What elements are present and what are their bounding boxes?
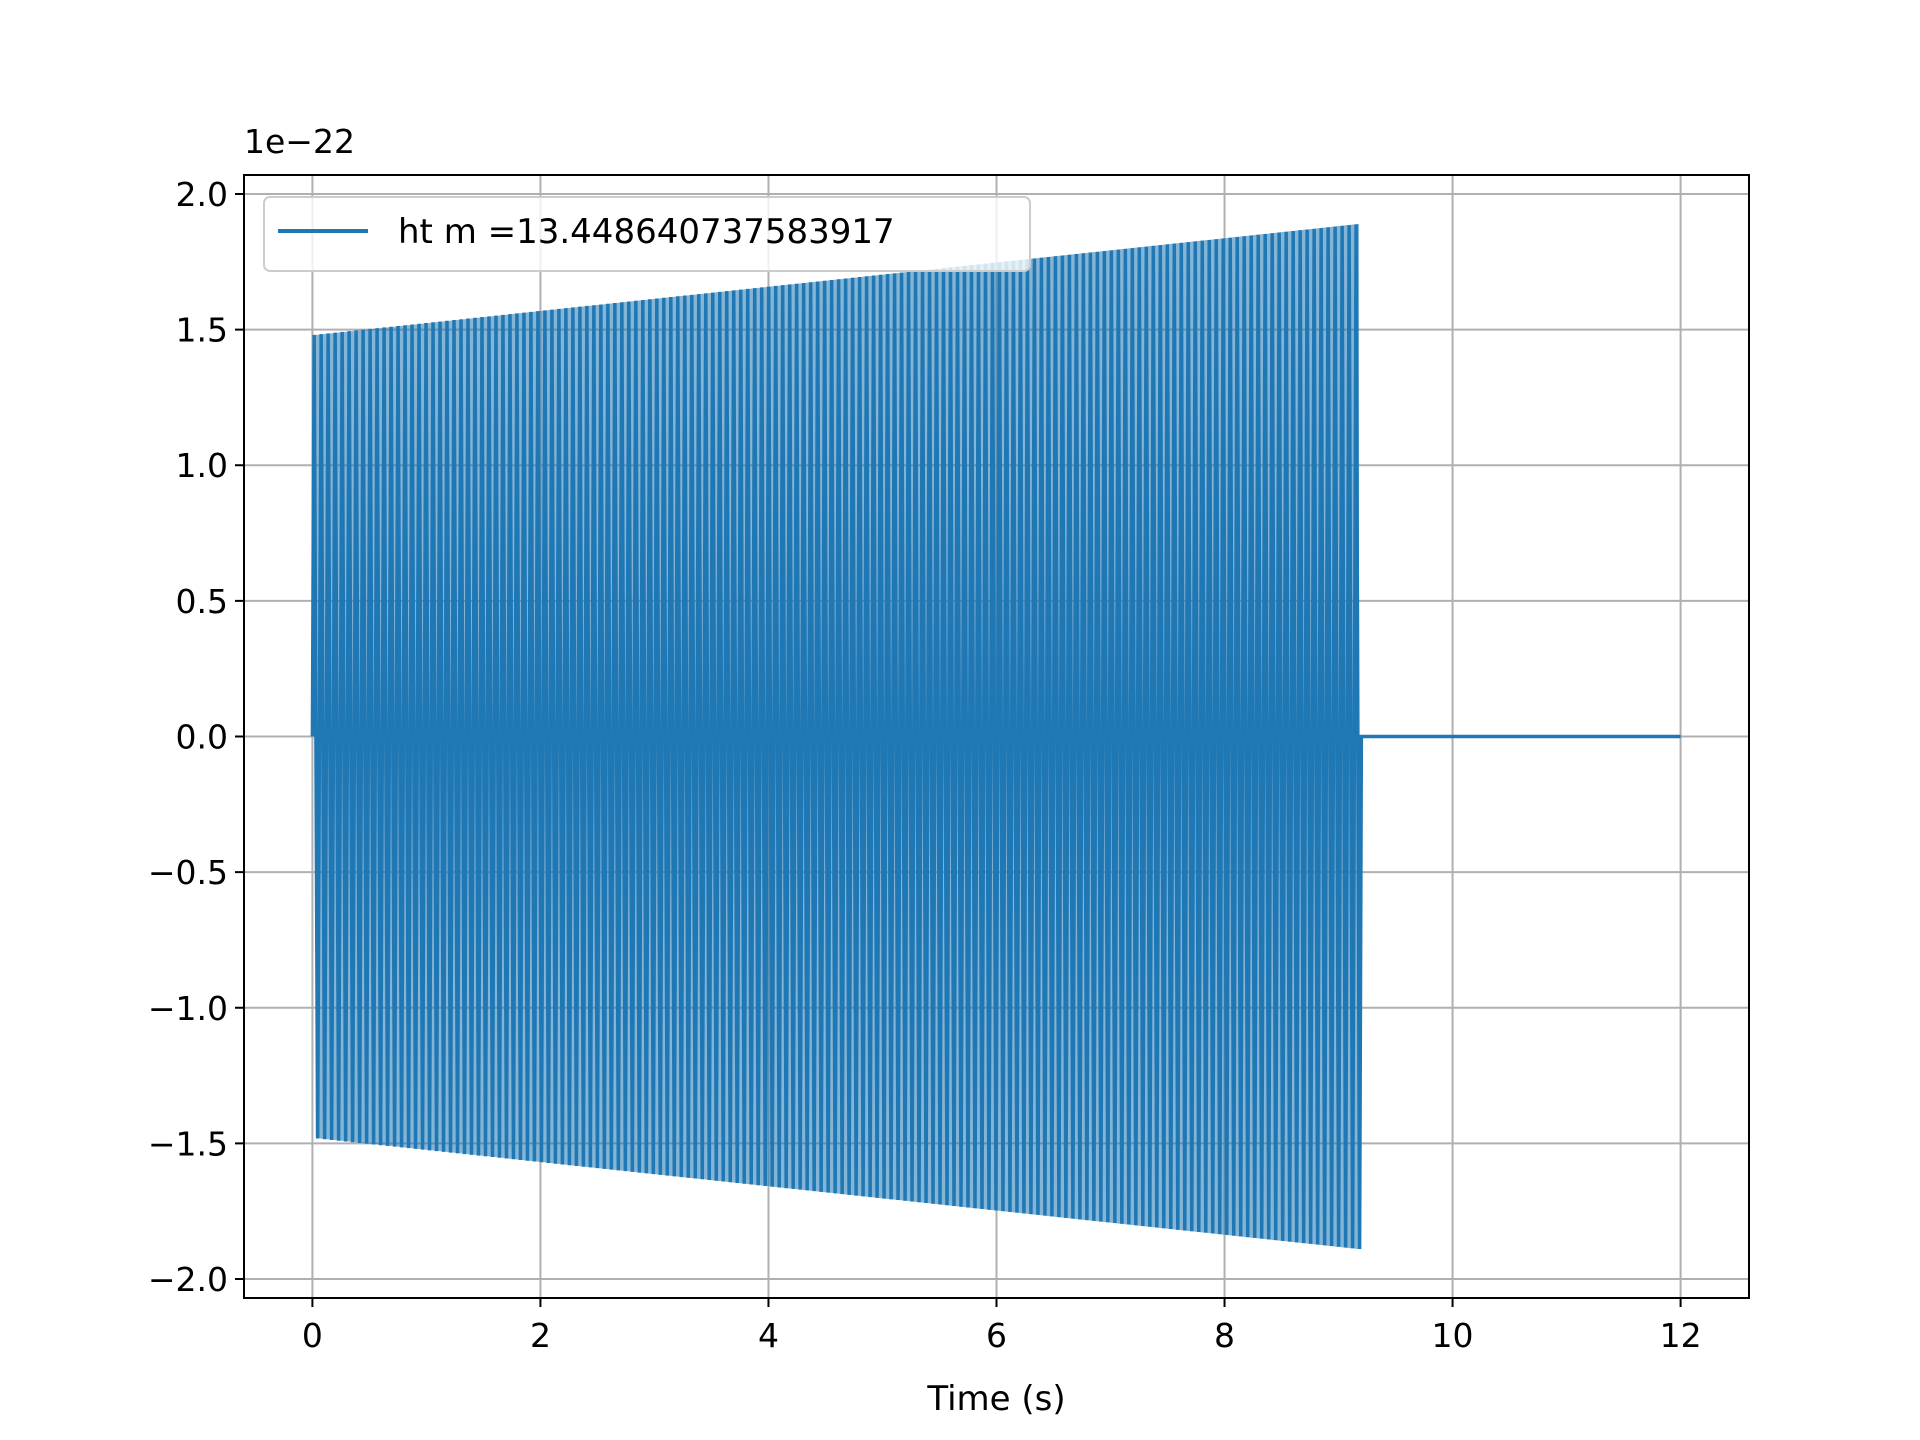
y-tick-label: −1.5 <box>148 1124 228 1163</box>
legend-label: ht m =13.448640737583917 <box>398 212 895 252</box>
series-line <box>310 224 1681 1249</box>
y-tick-label: 0.5 <box>176 582 228 621</box>
plot-area <box>310 223 1681 1250</box>
y-offset-label: 1e−22 <box>244 122 355 161</box>
x-axis-label: Time (s) <box>926 1379 1065 1419</box>
y-tick-label: 1.0 <box>176 446 228 485</box>
x-tick-label: 12 <box>1660 1316 1702 1355</box>
x-tick-label: 8 <box>1214 1316 1235 1355</box>
x-tick-label: 0 <box>302 1316 323 1355</box>
legend-box <box>263 196 1031 272</box>
y-tick-label: −2.0 <box>148 1260 228 1299</box>
y-tick-label: −1.0 <box>148 989 228 1028</box>
ticks: 0 2 4 6 8 10 12 2.0 1.5 1.0 0.5 0.0 −0.5 −1.0 −1.5 −2.0 <box>148 175 1702 1355</box>
x-tick-label: 2 <box>530 1316 551 1355</box>
y-tick-label: 1.5 <box>176 311 228 350</box>
y-tick-label: 0.0 <box>176 718 228 757</box>
y-tick-label: −0.5 <box>148 853 228 892</box>
x-tick-label: 6 <box>986 1316 1007 1355</box>
x-tick-label: 4 <box>758 1316 779 1355</box>
x-tick-label: 10 <box>1432 1316 1474 1355</box>
y-tick-label: 2.0 <box>176 175 228 214</box>
legend: ht m =13.448640737583917 <box>263 196 1031 272</box>
